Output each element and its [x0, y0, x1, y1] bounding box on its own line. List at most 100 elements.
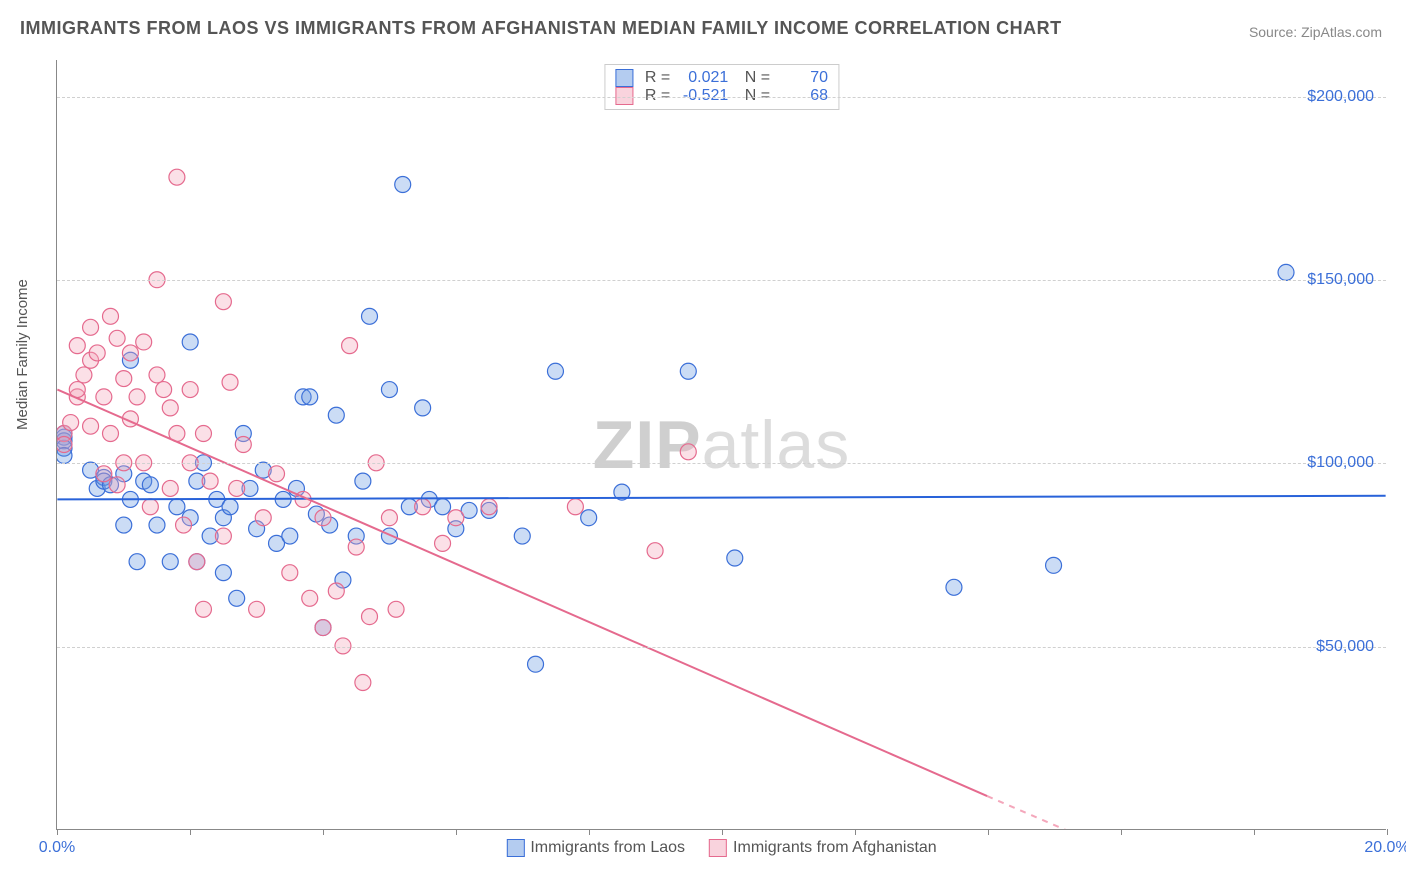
data-point [547, 363, 563, 379]
data-point [129, 389, 145, 405]
data-point [189, 554, 205, 570]
data-point [528, 656, 544, 672]
swatch-blue [615, 69, 633, 87]
data-point [269, 466, 285, 482]
data-point [195, 601, 211, 617]
data-point [315, 510, 331, 526]
data-point [481, 499, 497, 515]
data-point [435, 535, 451, 551]
x-tick [1121, 829, 1122, 835]
data-point [1278, 264, 1294, 280]
x-tick [722, 829, 723, 835]
x-tick [456, 829, 457, 835]
data-point [215, 528, 231, 544]
data-point [381, 382, 397, 398]
data-point [122, 345, 138, 361]
data-point [96, 389, 112, 405]
data-point [1046, 557, 1062, 573]
n-value-laos: 70 [778, 69, 828, 87]
x-tick [190, 829, 191, 835]
stats-legend: R = 0.021 N = 70 R = -0.521 N = 68 [604, 64, 839, 110]
data-point [647, 543, 663, 559]
data-point [222, 374, 238, 390]
trendline-laos [57, 496, 1385, 500]
data-point [362, 609, 378, 625]
data-point [169, 499, 185, 515]
data-point [149, 517, 165, 533]
data-point [69, 338, 85, 354]
data-point [83, 319, 99, 335]
data-point [162, 400, 178, 416]
data-point [222, 499, 238, 515]
data-point [302, 389, 318, 405]
data-point [727, 550, 743, 566]
data-point [302, 590, 318, 606]
data-point [348, 539, 364, 555]
data-point [182, 334, 198, 350]
x-tick [988, 829, 989, 835]
data-point [116, 517, 132, 533]
data-point [76, 367, 92, 383]
gridline [57, 97, 1386, 98]
data-point [176, 517, 192, 533]
data-point [96, 466, 112, 482]
trendline-afghanistan [57, 390, 987, 796]
data-point [129, 554, 145, 570]
data-point [182, 382, 198, 398]
data-point [581, 510, 597, 526]
data-point [680, 363, 696, 379]
data-point [202, 473, 218, 489]
data-point [567, 499, 583, 515]
data-point [315, 620, 331, 636]
data-point [83, 418, 99, 434]
legend-item-afghanistan: Immigrants from Afghanistan [709, 839, 937, 857]
data-point [355, 675, 371, 691]
trendline-afghanistan-ext [987, 796, 1385, 829]
x-tick [57, 829, 58, 835]
data-point [103, 426, 119, 442]
data-point [215, 294, 231, 310]
legend-label-afghanistan: Immigrants from Afghanistan [733, 839, 937, 857]
y-tick-label: $200,000 [1307, 88, 1374, 106]
data-point [282, 528, 298, 544]
data-point [142, 477, 158, 493]
data-point [362, 308, 378, 324]
data-point [946, 579, 962, 595]
data-point [235, 437, 251, 453]
data-point [415, 499, 431, 515]
data-point [249, 601, 265, 617]
data-point [103, 308, 119, 324]
data-point [195, 426, 211, 442]
data-point [381, 510, 397, 526]
plot-area: ZIPatlas R = 0.021 N = 70 R = -0.521 N =… [56, 60, 1386, 830]
x-tick-label: 20.0% [1364, 839, 1406, 857]
swatch-blue-icon [506, 839, 524, 857]
data-point [162, 554, 178, 570]
data-point [381, 528, 397, 544]
data-point [415, 400, 431, 416]
data-point [215, 565, 231, 581]
data-point [514, 528, 530, 544]
r-value-laos: 0.021 [678, 69, 728, 87]
data-point [89, 345, 105, 361]
data-point [395, 177, 411, 193]
y-tick-label: $50,000 [1316, 638, 1374, 656]
chart-source: Source: ZipAtlas.com [1249, 24, 1382, 40]
data-point [448, 510, 464, 526]
data-point [162, 480, 178, 496]
y-tick-label: $100,000 [1307, 454, 1374, 472]
y-tick-label: $150,000 [1307, 271, 1374, 289]
data-point [342, 338, 358, 354]
stats-row-laos: R = 0.021 N = 70 [615, 69, 828, 87]
x-tick [589, 829, 590, 835]
data-point [169, 169, 185, 185]
data-point [149, 367, 165, 383]
data-point [109, 477, 125, 493]
data-point [355, 473, 371, 489]
data-point [57, 437, 72, 453]
gridline [57, 463, 1386, 464]
data-point [136, 334, 152, 350]
data-point [435, 499, 451, 515]
gridline [57, 280, 1386, 281]
legend-label-laos: Immigrants from Laos [530, 839, 685, 857]
